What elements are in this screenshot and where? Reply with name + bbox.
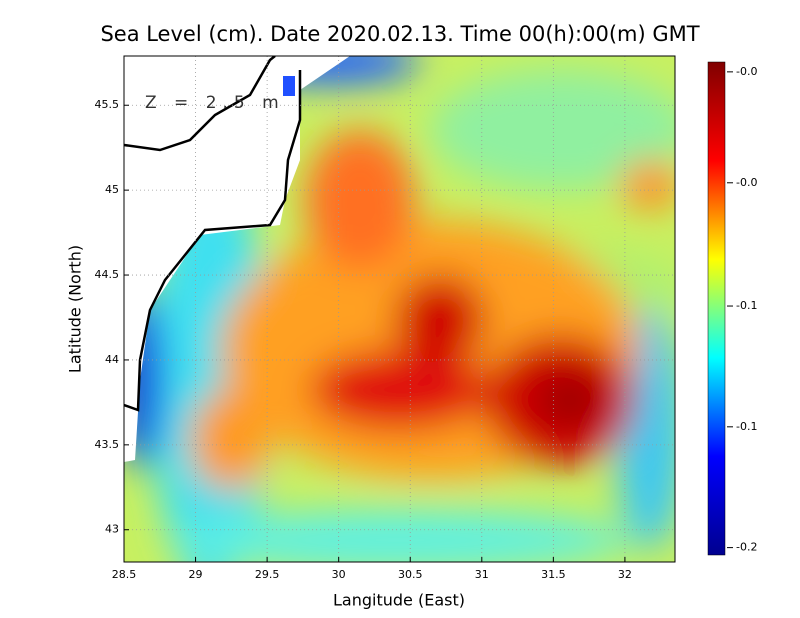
coastline <box>124 70 302 412</box>
y-tick-label: 43.5 <box>95 438 120 451</box>
y-tick-label: 45 <box>105 183 119 196</box>
plot-frame <box>123 55 676 563</box>
annotation: Z = 2.5 m <box>145 93 285 113</box>
colorbar-tick-label: -0.1 <box>736 420 757 433</box>
y-tick-label: 43 <box>105 523 119 536</box>
x-tick-label: 29 <box>189 568 203 581</box>
colorbar <box>707 61 726 556</box>
water-cell <box>283 76 295 96</box>
colorbar-tick-label: -0.0 <box>736 65 757 78</box>
colorbar-tick-label: -0.0 <box>736 176 757 189</box>
x-tick-label: 30.5 <box>398 568 423 581</box>
x-tick-label: 31 <box>475 568 489 581</box>
x-tick-label: 32 <box>618 568 632 581</box>
colorbar-tick-label: -0.2 <box>736 541 757 554</box>
y-tick-label: 45.5 <box>95 98 120 111</box>
y-tick-label: 44 <box>105 353 119 366</box>
land <box>124 56 350 462</box>
y-axis-label: Latitude (North) <box>66 245 85 373</box>
chart-title: Sea Level (cm). Date 2020.02.13. Time 00… <box>100 22 699 46</box>
x-tick-label: 30 <box>332 568 346 581</box>
field <box>124 56 675 562</box>
x-tick-label: 28.5 <box>112 568 137 581</box>
x-tick-label: 31.5 <box>541 568 566 581</box>
coastline <box>124 56 276 152</box>
x-tick-label: 29.5 <box>255 568 280 581</box>
x-axis-label: Langitude (East) <box>333 591 465 610</box>
y-tick-label: 44.5 <box>95 268 120 281</box>
colorbar-tick-label: -0.1 <box>736 299 757 312</box>
